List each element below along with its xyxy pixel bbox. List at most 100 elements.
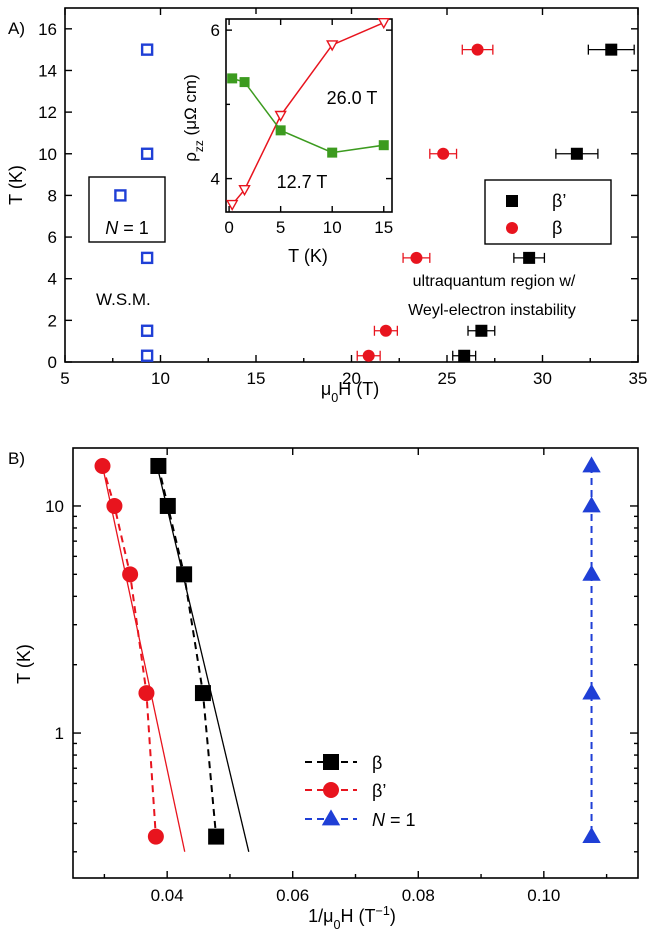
- legend-b-marker: [323, 782, 339, 798]
- legend-b-label: β’: [372, 781, 386, 801]
- legend-b-label: N = 1: [372, 810, 416, 830]
- x-tick-label: 25: [438, 369, 457, 388]
- x-tick-label: 0.06: [276, 886, 309, 905]
- inset-y-tick-label: 4: [211, 170, 220, 189]
- data-point: [140, 147, 154, 160]
- x-tick-label: 0.10: [527, 886, 560, 905]
- data-point: [410, 251, 423, 264]
- x-tick-label: 35: [629, 369, 648, 388]
- y-tick-label: 12: [38, 103, 57, 122]
- legend-a-marker: [506, 195, 518, 207]
- x-tick-label: 10: [151, 369, 170, 388]
- series-1: [356, 43, 494, 362]
- panel-a: A) 5 10 15 20 25 30 35 0 2 4 6 8 10 12 14 16 μ0H (T) T (K)…: [6, 7, 648, 405]
- data-point: [140, 43, 154, 56]
- x-axis-label: μ0H (T): [321, 379, 379, 405]
- inset-data-point: [378, 140, 389, 151]
- y-tick-label: 6: [48, 228, 57, 247]
- data-point: [138, 685, 155, 702]
- data-point: [471, 43, 484, 56]
- data-point: [523, 251, 536, 264]
- y-tick-label: 0: [48, 353, 57, 372]
- inset-series-1: [227, 73, 389, 158]
- data-point: [582, 826, 601, 843]
- data-point: [150, 457, 167, 474]
- inset-data-point: [274, 110, 287, 122]
- y-tick-label: 14: [38, 61, 57, 80]
- data-point: [437, 147, 450, 160]
- inset-x-tick-label: 15: [374, 218, 393, 237]
- y-tick-label: 8: [48, 186, 57, 205]
- x-tick-label: 30: [533, 369, 552, 388]
- y-tick-label: 10: [38, 145, 57, 164]
- data-point: [194, 685, 211, 702]
- series-dashed-line: [101, 465, 157, 837]
- inset-data-point: [227, 73, 238, 84]
- legend-b-marker: [323, 754, 339, 770]
- series-2: [140, 43, 154, 362]
- y-axis-label: T (K): [6, 165, 26, 205]
- panel-b: B) 0.04 0.06 0.08 0.10 1 10 1/μ0H (T−1) T (K) β β’…: [8, 447, 639, 932]
- region-annotation-line2: Weyl-electron instability: [408, 302, 576, 319]
- data-point: [475, 324, 488, 337]
- data-point: [122, 566, 139, 583]
- data-point: [582, 456, 601, 473]
- inset-data-point: [327, 147, 338, 158]
- legend-a-label: β’: [552, 191, 566, 211]
- inset-data-point: [377, 18, 390, 30]
- data-point: [582, 564, 601, 581]
- data-point: [458, 349, 471, 362]
- inset-background: [180, 14, 398, 276]
- fit-line: [101, 465, 186, 852]
- n1-box-marker: [114, 189, 127, 202]
- data-point: [570, 147, 583, 160]
- inset-y-tick-label: 6: [211, 21, 220, 40]
- region-annotation-line1: ultraquantum region w/: [413, 273, 576, 290]
- x-tick-label: 15: [247, 369, 266, 388]
- x-tick-label: 20: [342, 369, 361, 388]
- x-axis-label: 1/μ0H (T−1): [308, 904, 396, 932]
- series-b-1: [94, 457, 164, 845]
- inset-x-tick-label: 5: [276, 218, 285, 237]
- inset-data-point: [239, 77, 250, 88]
- x-tick-label: 0.04: [151, 886, 184, 905]
- inset-y-axis-label: ρzz (μΩ cm): [181, 74, 206, 162]
- inset-data-point: [225, 199, 239, 212]
- y-tick-label: 16: [38, 20, 57, 39]
- data-point: [362, 349, 375, 362]
- inset-x-tick-label: 0: [224, 218, 233, 237]
- y-tick-label: 4: [48, 270, 57, 289]
- y-tick-label: 2: [48, 311, 57, 330]
- data-point: [159, 497, 176, 514]
- data-point: [140, 349, 154, 362]
- legend-a-label: β: [552, 218, 562, 238]
- legend-b-marker: [321, 809, 341, 826]
- y-axis-label: T (K): [14, 644, 34, 684]
- data-point: [582, 683, 601, 700]
- n1-annotation-box: [88, 176, 166, 243]
- n1-annotation-label: N = 1: [105, 218, 149, 238]
- series-b-2: [582, 456, 601, 843]
- x-tick-label: 5: [60, 369, 69, 388]
- inset-data-point: [275, 125, 286, 136]
- inset-x-axis-label: T (K): [288, 246, 328, 266]
- legend-a-box: [484, 179, 612, 245]
- data-point: [605, 43, 618, 56]
- data-point: [379, 324, 392, 337]
- inset-series-label-26t: 26.0 T: [327, 88, 378, 108]
- data-point: [94, 457, 111, 474]
- inset: 0 5 10 15 4 6 T (K) ρzz (μΩ cm) 26.0 T 12.7 T: [180, 14, 398, 276]
- panel-b-frame: [72, 447, 639, 879]
- data-point: [582, 496, 601, 513]
- legend-a-marker: [506, 222, 518, 234]
- data-point: [140, 251, 154, 265]
- data-point: [208, 828, 225, 845]
- inset-frame: [225, 18, 393, 213]
- data-point: [140, 324, 154, 337]
- inset-series-label-12t: 12.7 T: [277, 172, 328, 192]
- inset-series-0: [225, 18, 390, 212]
- series-b-0: [150, 457, 225, 845]
- fit-line: [156, 465, 250, 852]
- series-dashed-line: [157, 465, 218, 837]
